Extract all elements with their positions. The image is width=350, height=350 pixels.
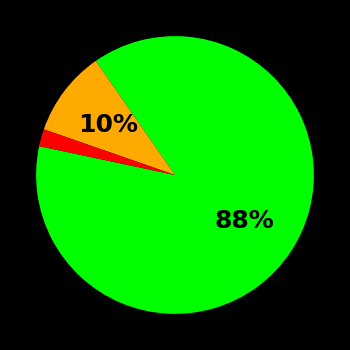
Text: 88%: 88% <box>215 209 274 233</box>
Wedge shape <box>36 36 314 314</box>
Wedge shape <box>44 61 175 175</box>
Text: 10%: 10% <box>79 113 139 136</box>
Wedge shape <box>39 129 175 175</box>
